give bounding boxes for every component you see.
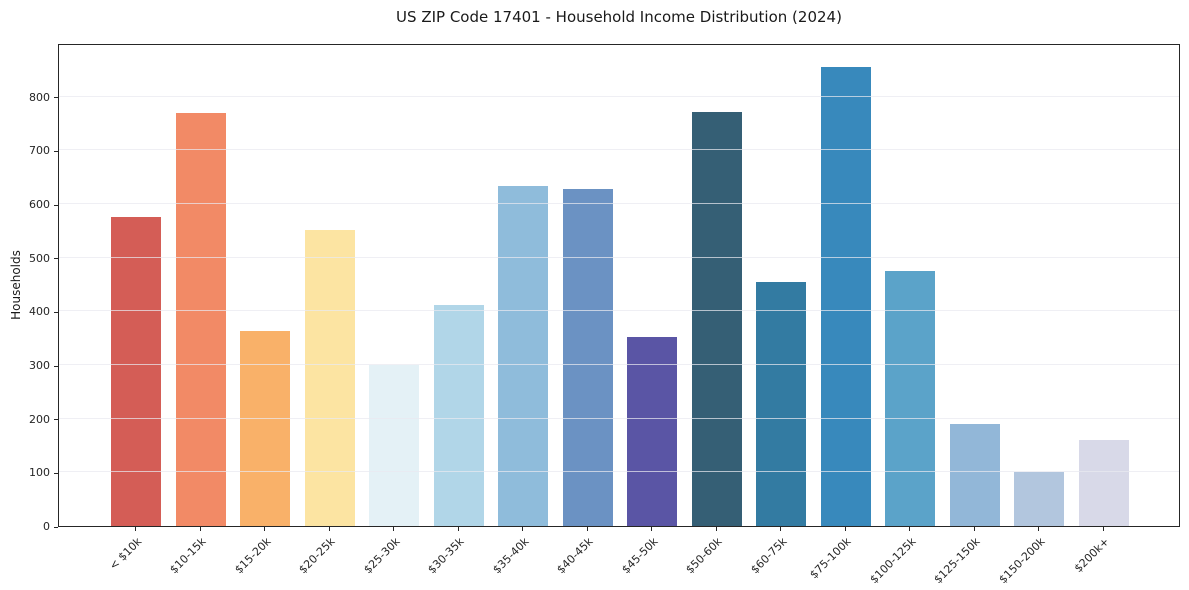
gridline-700	[59, 149, 1179, 151]
y-tick-label-700: 700	[29, 144, 50, 158]
y-tick-mark-500	[54, 258, 58, 260]
x-tick-label-text: $25-30k	[361, 535, 403, 577]
bar-$125-150k	[949, 424, 1000, 526]
x-tick-mark-< $10k	[135, 527, 137, 531]
bar-$20-25k	[304, 230, 355, 526]
x-tick-mark-$10-15k	[199, 527, 201, 531]
x-tick-label-text: $150-200k	[996, 535, 1048, 587]
plot-area	[58, 44, 1180, 527]
x-tick-label-text: $100-125k	[867, 535, 919, 587]
y-tick-label-800: 800	[29, 90, 50, 104]
bar-$30-35k	[433, 305, 484, 526]
x-tick-mark-$45-50k	[651, 527, 653, 531]
x-tick-mark-$75-100k	[844, 527, 846, 531]
x-tick-mark-$125-150k	[973, 527, 975, 531]
x-tick-mark-$200k+	[1102, 527, 1104, 531]
y-tick-mark-400	[54, 311, 58, 313]
x-tick-label-text: $20-25k	[296, 535, 338, 577]
bar-$35-40k	[498, 185, 549, 526]
x-tick-mark-$150-200k	[1038, 527, 1040, 531]
x-tick-mark-$40-45k	[586, 527, 588, 531]
bar-$150-200k	[1014, 472, 1065, 526]
x-tick-mark-$20-25k	[328, 527, 330, 531]
x-tick-label-text: $75-100k	[807, 535, 854, 582]
y-tick-label-100: 100	[29, 466, 50, 480]
x-tick-mark-$60-75k	[780, 527, 782, 531]
bar-$200k+	[1078, 440, 1129, 526]
x-tick-mark-$15-20k	[264, 527, 266, 531]
gridline-100	[59, 471, 1179, 473]
y-tick-mark-800	[54, 97, 58, 99]
y-tick-mark-100	[54, 472, 58, 474]
x-tick-label-text: $15-20k	[232, 535, 274, 577]
y-tick-label-300: 300	[29, 359, 50, 372]
x-tick-mark-$25-30k	[393, 527, 395, 531]
x-tick-mark-$30-35k	[457, 527, 459, 531]
bar-$25-30k	[369, 365, 420, 526]
bar-$60-75k	[756, 281, 807, 526]
x-tick-label-text: $125-150k	[931, 535, 983, 587]
gridline-500	[59, 256, 1179, 258]
x-tick-label-text: $200k+	[1071, 535, 1112, 576]
gridline-300	[59, 364, 1179, 365]
y-tick-label-400: 400	[29, 305, 50, 319]
bar-$75-100k	[820, 67, 871, 526]
y-tick-mark-0	[54, 526, 58, 528]
bar-$40-45k	[562, 188, 613, 526]
bar-$50-60k	[691, 111, 742, 526]
chart-title: US ZIP Code 17401 - Household Income Dis…	[396, 8, 842, 26]
gridline-200	[59, 417, 1179, 419]
x-tick-label-text: < $10k	[106, 535, 145, 573]
y-tick-label-600: 600	[29, 198, 50, 211]
y-tick-mark-200	[54, 419, 58, 421]
y-tick-mark-600	[54, 204, 58, 206]
bar-$10-15k	[175, 112, 226, 526]
bar-< $10k	[111, 217, 162, 526]
x-tick-label-text: $45-50k	[619, 535, 661, 577]
x-tick-mark-$35-40k	[522, 527, 524, 531]
x-tick-label-text: $60-75k	[748, 535, 790, 577]
gridline-800	[59, 95, 1179, 97]
y-tick-label-200: 200	[29, 412, 50, 426]
x-tick-label-text: $35-40k	[490, 535, 532, 577]
x-tick-label-text: $10-15k	[167, 535, 209, 577]
x-tick-label-text: $40-45k	[554, 535, 596, 577]
y-tick-label-0: 0	[43, 520, 50, 533]
y-tick-mark-300	[54, 365, 58, 367]
x-tick-mark-$100-125k	[909, 527, 911, 531]
y-tick-label-500: 500	[29, 251, 50, 265]
bar-$45-50k	[627, 337, 678, 526]
bar-$100-125k	[885, 271, 936, 526]
gridline-400	[59, 310, 1179, 312]
x-tick-mark-$50-60k	[715, 527, 717, 531]
x-tick-label-text: $30-35k	[425, 535, 467, 577]
gridline-600	[59, 203, 1179, 204]
y-tick-mark-700	[54, 150, 58, 152]
bar-$15-20k	[240, 331, 291, 526]
x-tick-label-text: $50-60k	[683, 535, 725, 577]
